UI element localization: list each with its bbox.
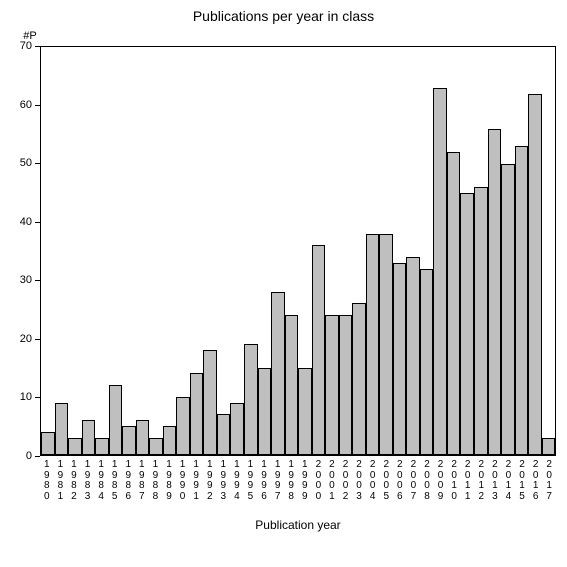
bar (41, 432, 55, 455)
x-tick-label: 1983 (81, 460, 95, 502)
x-tick-label: 2016 (529, 460, 543, 502)
x-tick-label: 1985 (108, 460, 122, 502)
x-tick-label: 2002 (339, 460, 353, 502)
x-tick-label: 1987 (135, 460, 149, 502)
x-tick-label: 1988 (149, 460, 163, 502)
x-tick-label: 1992 (203, 460, 217, 502)
bar (244, 344, 258, 455)
bar (325, 315, 339, 455)
bar (420, 269, 434, 456)
x-tick-label: 1981 (54, 460, 68, 502)
chart-title: Publications per year in class (0, 8, 567, 24)
plot-area (40, 46, 556, 456)
y-tick-mark (35, 456, 40, 457)
x-tick-label: 1998 (284, 460, 298, 502)
x-tick-label: 2003 (352, 460, 366, 502)
x-tick-label: 2017 (542, 460, 556, 502)
bar (447, 152, 461, 455)
bar (217, 414, 231, 455)
x-tick-label: 1993 (217, 460, 231, 502)
bar (312, 245, 326, 455)
bar (352, 303, 366, 455)
x-tick-label: 1980 (40, 460, 54, 502)
x-tick-label: 1990 (176, 460, 190, 502)
bar (109, 385, 123, 455)
x-tick-label: 1986 (121, 460, 135, 502)
y-tick-label: 20 (0, 333, 32, 345)
y-tick-mark (35, 163, 40, 164)
y-tick-mark (35, 280, 40, 281)
bar (68, 438, 82, 455)
publications-chart: Publications per year in class #P 010203… (0, 0, 567, 567)
bar (379, 234, 393, 455)
bar (433, 88, 447, 455)
x-tick-label: 2005 (379, 460, 393, 502)
bar (460, 193, 474, 455)
x-axis-label: Publication year (40, 518, 556, 532)
x-tick-label: 2001 (325, 460, 339, 502)
x-tick-label: 1999 (298, 460, 312, 502)
bar (501, 164, 515, 455)
x-tick-label: 2013 (488, 460, 502, 502)
bar (298, 368, 312, 455)
x-tick-label: 1996 (257, 460, 271, 502)
y-tick-mark (35, 46, 40, 47)
bar (406, 257, 420, 455)
x-tick-label: 1995 (244, 460, 258, 502)
bar (285, 315, 299, 455)
x-tick-label: 2015 (515, 460, 529, 502)
bar (163, 426, 177, 455)
y-tick-mark (35, 222, 40, 223)
y-tick-mark (35, 397, 40, 398)
bar (82, 420, 96, 455)
y-tick-label: 30 (0, 274, 32, 286)
bar (542, 438, 556, 455)
y-tick-label: 60 (0, 99, 32, 111)
y-tick-mark (35, 339, 40, 340)
bar (136, 420, 150, 455)
x-tick-label: 1991 (189, 460, 203, 502)
bar (258, 368, 272, 455)
bar (176, 397, 190, 455)
x-tick-label: 1994 (230, 460, 244, 502)
bar (528, 94, 542, 455)
bar (474, 187, 488, 455)
x-tick-label: 2000 (312, 460, 326, 502)
bar (488, 129, 502, 455)
x-tick-label: 1989 (162, 460, 176, 502)
y-tick-label: 10 (0, 391, 32, 403)
x-tick-label: 2009 (434, 460, 448, 502)
x-tick-label: 2010 (447, 460, 461, 502)
x-tick-label: 2006 (393, 460, 407, 502)
y-tick-label: 0 (0, 450, 32, 462)
bar (393, 263, 407, 455)
bar (271, 292, 285, 455)
x-tick-label: 2011 (461, 460, 475, 502)
x-tick-label: 1997 (271, 460, 285, 502)
bars-group (41, 47, 555, 455)
x-tick-label: 1984 (94, 460, 108, 502)
bar (339, 315, 353, 455)
bar (366, 234, 380, 455)
bar (149, 438, 163, 455)
bar (190, 373, 204, 455)
x-tick-label: 1982 (67, 460, 81, 502)
x-tick-label: 2004 (366, 460, 380, 502)
x-tick-label: 2012 (475, 460, 489, 502)
bar (515, 146, 529, 455)
bar (230, 403, 244, 455)
bar (95, 438, 109, 455)
x-tick-label: 2008 (420, 460, 434, 502)
x-labels: 1980198119821983198419851986198719881989… (40, 460, 556, 502)
y-tick-label: 50 (0, 157, 32, 169)
bar (122, 426, 136, 455)
x-tick-label: 2007 (407, 460, 421, 502)
y-tick-label: 70 (0, 40, 32, 52)
bar (55, 403, 69, 455)
x-tick-label: 2014 (502, 460, 516, 502)
y-tick-label: 40 (0, 216, 32, 228)
y-tick-mark (35, 105, 40, 106)
bar (203, 350, 217, 455)
